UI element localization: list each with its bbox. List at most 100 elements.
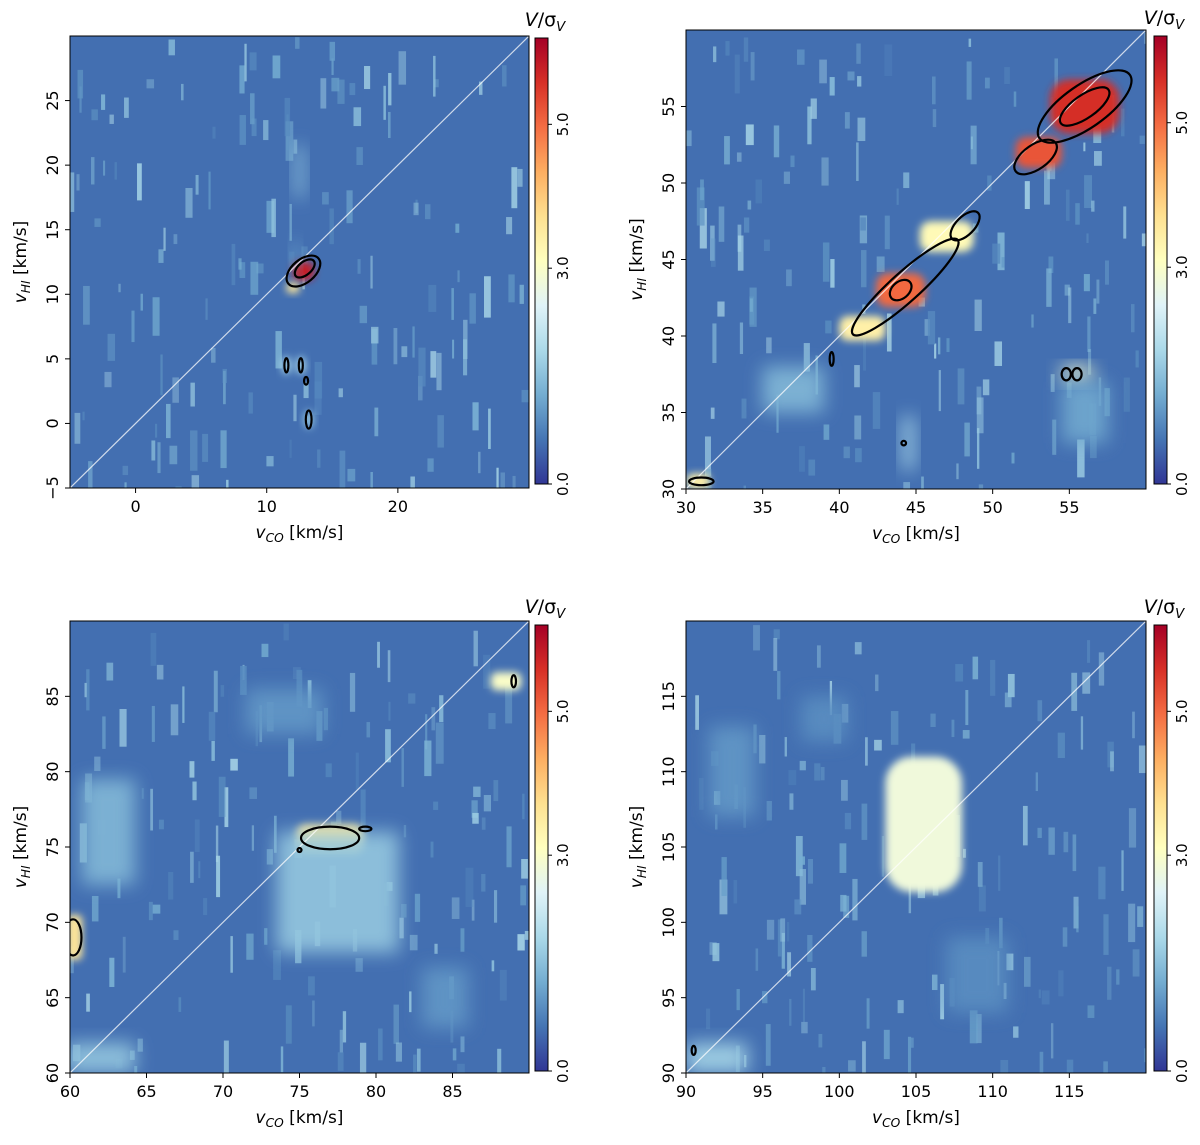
noise-cell	[1023, 956, 1031, 987]
noise-cell	[74, 412, 81, 444]
noise-cell	[273, 950, 281, 980]
noise-cell	[820, 766, 825, 781]
noise-cell	[797, 49, 805, 65]
noise-cell	[455, 223, 460, 233]
noise-cell	[1139, 135, 1145, 144]
noise-cell	[706, 1008, 711, 1030]
noise-cell	[1103, 914, 1109, 955]
noise-cell	[497, 1048, 502, 1073]
noise-cell	[388, 72, 392, 106]
noise-cell	[285, 1005, 292, 1044]
noise-cell	[208, 171, 211, 210]
noise-cell	[166, 403, 171, 439]
colorbar-tick-label: 0.0	[1173, 1059, 1191, 1083]
noise-cell	[843, 446, 850, 459]
noise-cell	[226, 479, 229, 488]
noise-cell	[213, 670, 218, 713]
y-tick-label: 50	[659, 173, 678, 193]
noise-cell	[481, 817, 486, 830]
noise-cell	[856, 142, 859, 181]
noise-cell	[951, 719, 955, 738]
colorbar: 0.0 3.0 5.0 V/σV	[1144, 596, 1191, 1083]
noise-cell	[500, 472, 505, 488]
noise-cell	[1132, 711, 1135, 739]
noise-cell	[1038, 989, 1041, 999]
colorbar-gradient	[1153, 624, 1168, 1072]
colorbar-tick-label: 0.0	[1173, 472, 1191, 496]
noise-cell	[86, 669, 90, 711]
noise-cell	[883, 1029, 890, 1060]
y-tick-label: 35	[659, 402, 678, 422]
colorbar-tick-label: 3.0	[554, 256, 572, 280]
noise-cell	[240, 665, 247, 695]
noise-cell	[736, 152, 742, 162]
heatmap-streak	[801, 696, 847, 742]
noise-cell	[968, 38, 972, 47]
noise-cell	[955, 664, 964, 682]
y-tick-label: 40	[659, 326, 678, 346]
noise-cell	[865, 737, 868, 766]
noise-cell	[251, 118, 257, 137]
y-tick-label: 100	[659, 907, 678, 938]
y-tick-label: 45	[659, 249, 678, 269]
noise-cell	[861, 931, 867, 957]
noise-cell	[766, 337, 772, 354]
noise-cell	[117, 878, 121, 899]
x-tick-label: 50	[982, 498, 1002, 517]
noise-cell	[103, 160, 106, 176]
noise-cell	[339, 1029, 344, 1053]
noise-cell	[323, 707, 328, 731]
noise-cell	[342, 1011, 347, 1043]
heatmap-streak	[291, 242, 300, 269]
noise-cell	[1050, 374, 1055, 392]
noise-cell	[427, 458, 434, 472]
noise-cell	[140, 293, 143, 311]
noise-cell	[491, 960, 495, 972]
noise-cell	[114, 162, 117, 180]
noise-cell	[1000, 1059, 1009, 1073]
noise-cell	[777, 919, 782, 957]
noise-cell	[169, 445, 178, 465]
noise-cell	[239, 262, 246, 278]
x-tick-label: 105	[901, 1082, 932, 1101]
noise-cell	[860, 217, 866, 231]
noise-cell	[355, 958, 363, 972]
noise-cell	[777, 671, 781, 700]
noise-cell	[1013, 91, 1017, 107]
noise-cell	[137, 163, 142, 201]
noise-cell	[94, 756, 101, 772]
noise-cell	[984, 77, 990, 89]
noise-cell	[803, 343, 810, 372]
panel-4: 90 95 100 105 110 115 90 95 100 105 110 115 vCO [km/…	[627, 596, 1191, 1130]
noise-cell	[124, 97, 129, 118]
noise-cell	[239, 115, 246, 145]
noise-cell	[178, 997, 182, 1012]
heatmap-streak	[70, 1042, 136, 1073]
noise-cell	[743, 217, 750, 233]
noise-cell	[818, 1033, 823, 1048]
noise-cell	[151, 440, 156, 461]
noise-cell	[266, 200, 275, 233]
noise-cell	[855, 448, 862, 463]
noise-cell	[766, 800, 772, 821]
noise-cell	[994, 341, 1003, 366]
noise-cell	[866, 998, 870, 1029]
noise-cell	[1087, 640, 1091, 663]
noise-cell	[505, 684, 513, 724]
noise-cell	[524, 930, 529, 940]
noise-cell	[314, 381, 322, 415]
noise-cell	[822, 242, 830, 282]
noise-cell	[1088, 349, 1092, 375]
noise-cell	[385, 729, 391, 763]
noise-cell	[940, 984, 945, 1020]
noise-cell	[884, 44, 893, 77]
noise-cell	[364, 66, 371, 90]
noise-cell	[897, 1000, 904, 1014]
noise-cell	[84, 682, 87, 698]
noise-cell	[517, 168, 523, 187]
noise-cell	[978, 484, 984, 489]
noise-cell	[224, 787, 229, 828]
noise-cell	[844, 112, 850, 129]
noise-cell	[289, 203, 292, 241]
x-tick-label: 0	[130, 497, 140, 516]
